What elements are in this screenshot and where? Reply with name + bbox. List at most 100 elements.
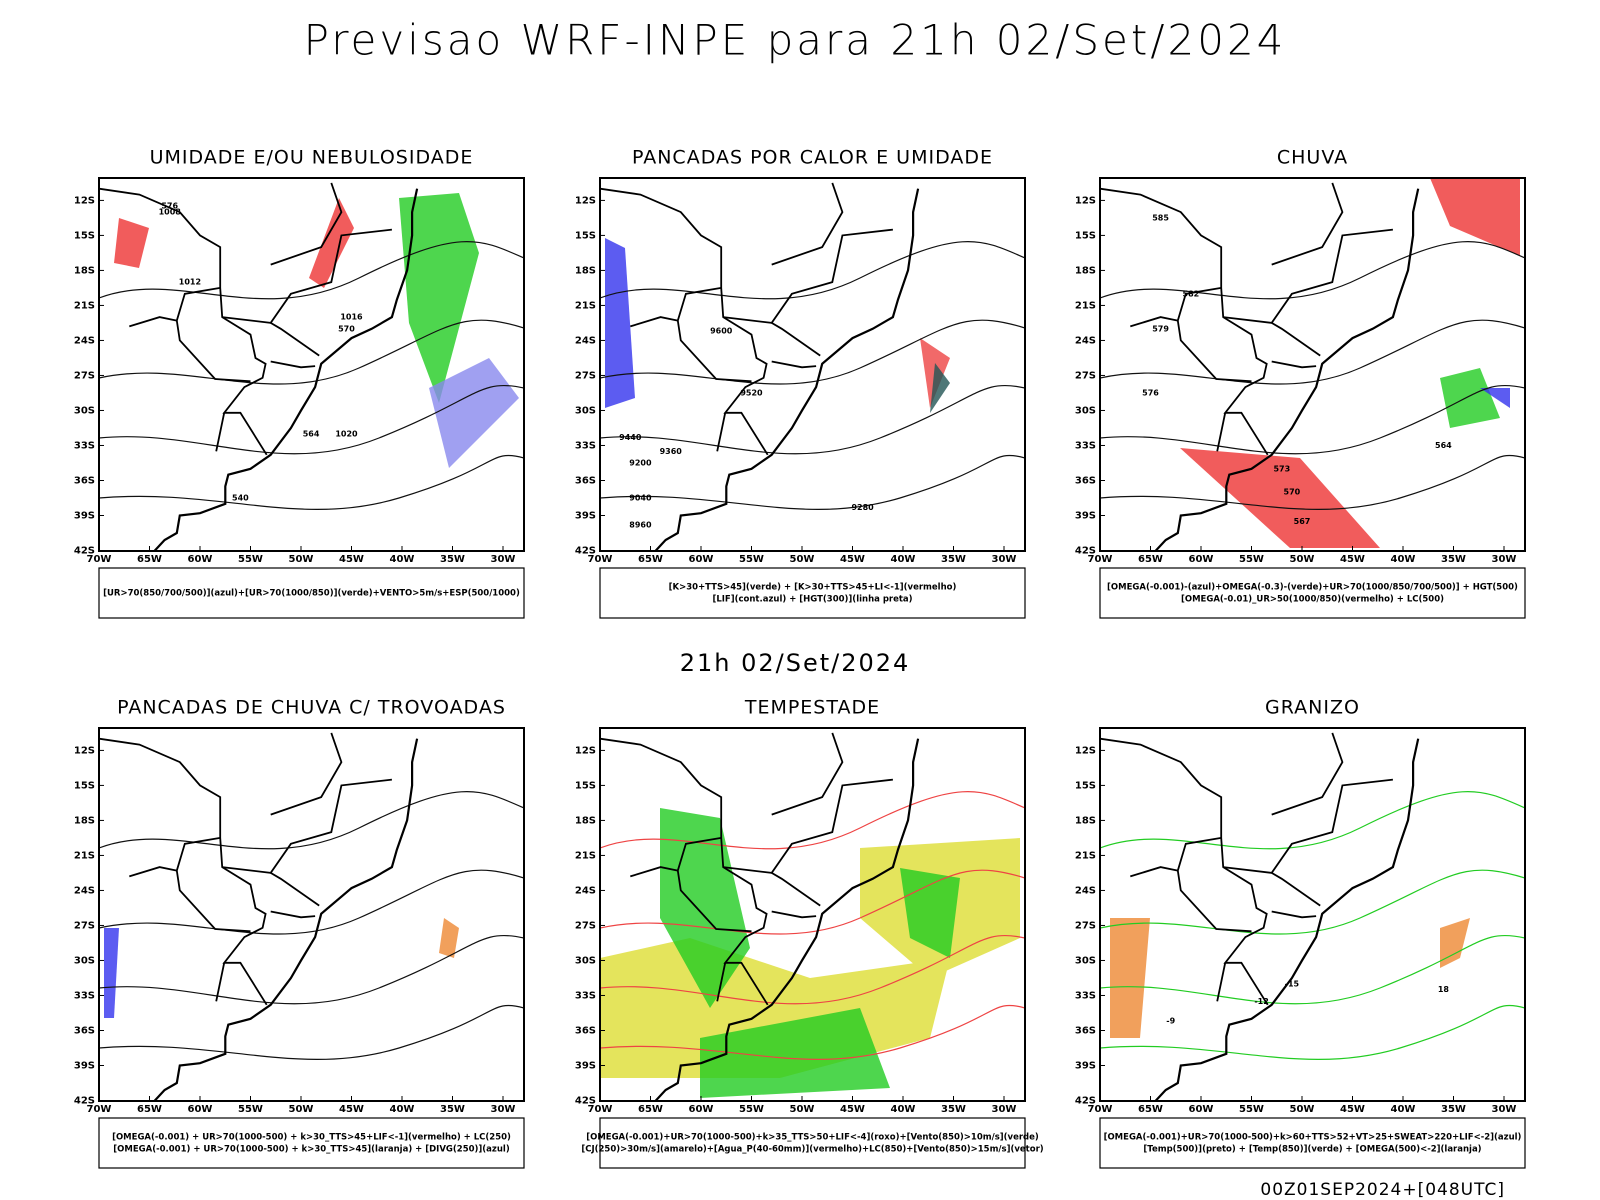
lon-tick-label: 60W — [188, 1104, 213, 1115]
legend-text: [OMEGA(-0.01)_UR>50(1000/850)(vermelho) … — [1181, 595, 1444, 605]
lat-tick-label: 15S — [1075, 230, 1096, 241]
contour-label: 564 — [1435, 441, 1452, 450]
map-frame — [1099, 177, 1526, 552]
border — [771, 360, 817, 369]
lon-tick-label: 50W — [1290, 1104, 1315, 1115]
shaded-area — [605, 238, 635, 408]
contour-label: 570 — [338, 324, 355, 333]
shaded-area — [1110, 918, 1470, 1038]
shaded-area — [1180, 178, 1520, 548]
lat-tick-label: 27S — [1075, 920, 1096, 931]
lat-tick-label: 15S — [1075, 780, 1096, 791]
lat-tick-label: 12S — [575, 745, 596, 756]
lat-tick-label: 39S — [74, 510, 95, 521]
coastline — [1153, 188, 1420, 551]
border — [175, 837, 251, 933]
border — [99, 187, 268, 456]
lat-tick-label: 27S — [575, 920, 596, 931]
lat-tick-label: 21S — [575, 300, 596, 311]
contour-line — [600, 384, 1025, 455]
subtitle: 21h 02/Set/2024 — [680, 649, 911, 677]
border — [1271, 732, 1344, 816]
contour-line — [99, 869, 524, 935]
legend-text: [Temp(500)](preto) + [Temp(850)](verde) … — [1143, 1145, 1481, 1155]
contour-label: 585 — [1152, 213, 1169, 222]
contour-label: 564 — [303, 429, 320, 438]
lon-tick-label: 70W — [588, 554, 613, 565]
border — [1216, 412, 1227, 452]
lon-tick-label: 60W — [188, 554, 213, 565]
lon-tick-label: 65W — [638, 554, 663, 565]
lat-tick-label: 36S — [1075, 1025, 1096, 1036]
lat-tick-label: 21S — [1075, 850, 1096, 861]
border — [222, 316, 271, 324]
border — [716, 962, 727, 1002]
lat-tick-label: 36S — [74, 1025, 95, 1036]
lat-tick-label: 42S — [575, 546, 596, 557]
lon-tick-label: 55W — [1239, 1104, 1264, 1115]
contour-label: -12 — [1254, 997, 1268, 1006]
contour-label: 9200 — [629, 458, 652, 467]
lon-tick-label: 45W — [339, 554, 364, 565]
lon-tick-label: 70W — [588, 1104, 613, 1115]
map-content: 585 582 579 576 573 570 567 564 — [1100, 178, 1525, 551]
lat-tick-label: 42S — [1075, 546, 1096, 557]
lat-tick-label: 21S — [575, 850, 596, 861]
lat-tick-label: 33S — [74, 440, 95, 451]
border — [129, 866, 177, 878]
lat-tick-label: 36S — [74, 475, 95, 486]
contour-label: 9360 — [660, 447, 683, 456]
coastline — [653, 738, 920, 1101]
border — [175, 287, 251, 383]
contour-line — [600, 1004, 1025, 1060]
contour-line — [600, 791, 1025, 850]
lon-tick-label: 35W — [941, 1104, 966, 1115]
border — [1270, 228, 1394, 357]
map-frame — [599, 177, 1026, 552]
lat-tick-label: 15S — [575, 780, 596, 791]
border — [676, 837, 752, 933]
shaded-area — [114, 198, 354, 288]
lon-tick-label: 70W — [1088, 554, 1113, 565]
panel-title: CHUVA — [1277, 147, 1348, 169]
map-frame — [98, 177, 525, 552]
border — [1270, 778, 1394, 907]
legend-box — [98, 567, 525, 619]
legend-text: [OMEGA(-0.001)+UR>70(1000-500)+k>60+TTS>… — [1104, 1133, 1522, 1143]
lon-tick-label: 45W — [840, 1104, 865, 1115]
border — [1130, 316, 1178, 328]
contour-label: 576 — [1142, 388, 1159, 397]
contour-line — [1100, 454, 1525, 510]
lon-tick-label: 35W — [941, 554, 966, 565]
lat-tick-label: 21S — [74, 850, 95, 861]
contour-line — [99, 241, 524, 300]
lon-tick-label: 65W — [1138, 554, 1163, 565]
contour-line — [99, 384, 524, 455]
contour-label: -15 — [1285, 979, 1300, 988]
lon-tick-label: 50W — [1290, 554, 1315, 565]
lat-tick-label: 24S — [1075, 885, 1096, 896]
border — [269, 778, 393, 907]
border — [723, 316, 772, 324]
map-panel: PANCADAS POR CALOR E UMIDADE 9600 9520 9440… — [575, 147, 1026, 619]
contour-line — [600, 319, 1025, 385]
lon-tick-label: 50W — [790, 554, 815, 565]
legend-box — [1099, 567, 1526, 619]
lat-tick-label: 39S — [74, 1060, 95, 1071]
map-content — [600, 732, 1025, 1101]
border — [270, 360, 316, 369]
lat-tick-label: 27S — [575, 370, 596, 381]
lon-tick-label: 50W — [289, 554, 314, 565]
coastline — [152, 188, 419, 551]
lat-tick-label: 15S — [74, 780, 95, 791]
contour-line — [600, 454, 1025, 510]
lon-tick-label: 60W — [1189, 1104, 1214, 1115]
shaded-area — [1440, 368, 1500, 428]
border — [1176, 287, 1252, 383]
legend-text: [LIF](cont.azul) + [HGT(300)](linha pret… — [712, 595, 912, 605]
shaded-area — [930, 363, 950, 413]
lat-tick-label: 36S — [575, 1025, 596, 1036]
lon-tick-label: 45W — [1340, 554, 1365, 565]
contour-line — [1100, 791, 1525, 850]
contour-label: 540 — [232, 493, 249, 502]
